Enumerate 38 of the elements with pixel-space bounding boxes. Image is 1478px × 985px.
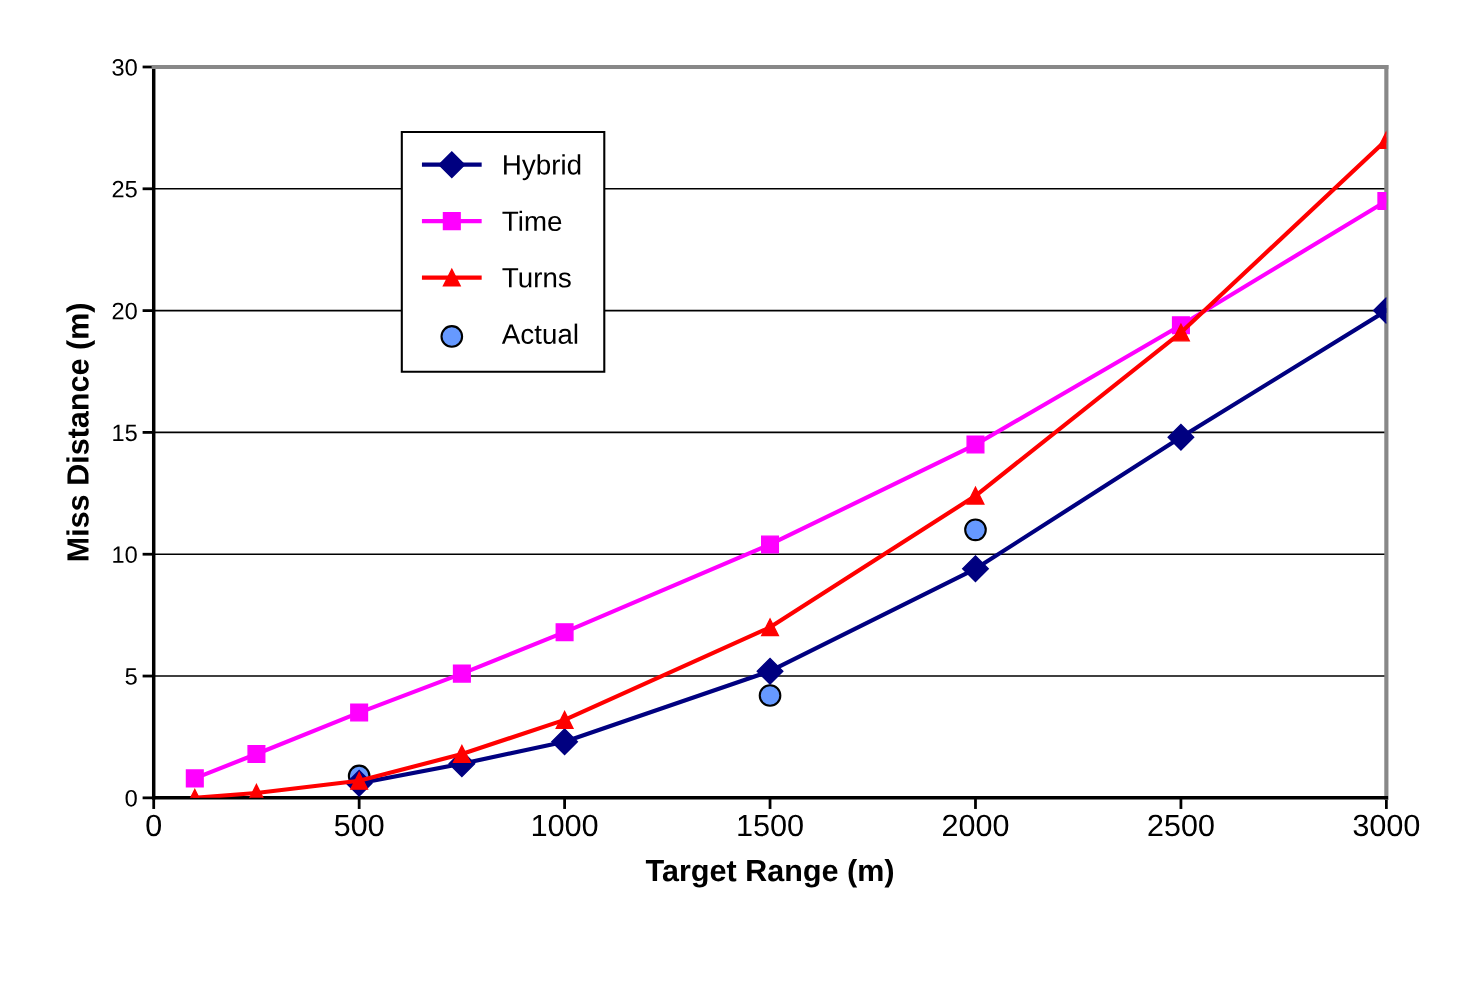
point xyxy=(185,769,204,788)
y-tick-label: 30 xyxy=(112,59,137,76)
x-tick-label: 1000 xyxy=(532,814,598,837)
point xyxy=(761,618,780,637)
point xyxy=(1171,323,1190,342)
y-axis-title: Miss Distance (m) xyxy=(66,304,95,561)
y-tick-label: 0 xyxy=(125,789,137,807)
point xyxy=(452,744,471,764)
point xyxy=(964,518,987,542)
x-tick-label: 2000 xyxy=(943,814,1009,837)
point xyxy=(758,684,782,707)
legend-label: Hybrid xyxy=(504,154,581,181)
x-axis-title: Target Range (m) xyxy=(645,858,894,888)
x-tick-label: 0 xyxy=(146,814,162,837)
x-tick-label: 3000 xyxy=(1353,814,1420,837)
point xyxy=(1167,423,1195,451)
y-tick-label: 20 xyxy=(112,302,137,320)
point xyxy=(555,710,574,729)
y-tick-label: 15 xyxy=(113,424,137,442)
y-tick-label: 5 xyxy=(125,668,137,685)
point xyxy=(247,744,266,764)
x-tick-label: 500 xyxy=(334,814,384,837)
legend-label: Actual xyxy=(501,323,578,344)
point xyxy=(452,664,471,683)
legend-label: Time xyxy=(502,210,562,232)
point xyxy=(962,555,989,583)
y-tick-label: 25 xyxy=(112,180,137,198)
x-tick-label: 2500 xyxy=(1148,814,1214,837)
point xyxy=(761,535,780,554)
legend-label: Turns xyxy=(502,268,571,288)
point xyxy=(555,623,574,642)
y-tick-label: 10 xyxy=(113,546,137,564)
point xyxy=(966,486,985,505)
point xyxy=(350,703,369,722)
point xyxy=(551,728,579,756)
point xyxy=(756,657,784,685)
x-tick-label: 1500 xyxy=(738,814,803,837)
point xyxy=(966,435,985,454)
